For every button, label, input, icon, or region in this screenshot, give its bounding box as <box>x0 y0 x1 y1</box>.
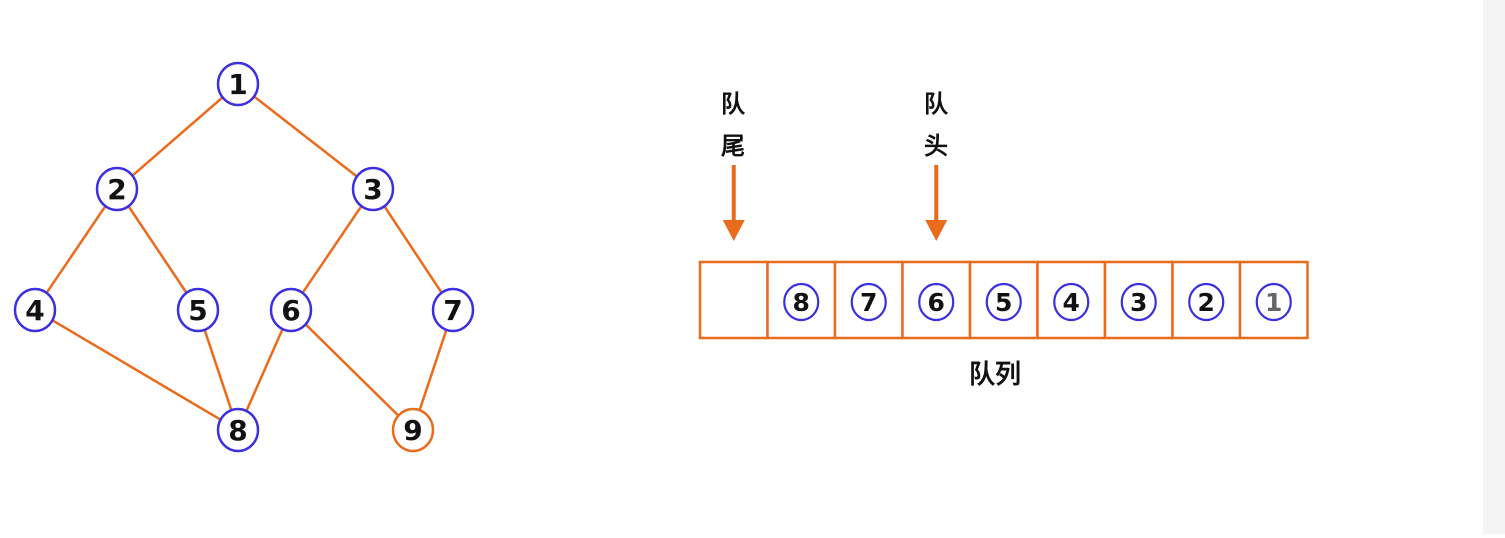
queue-tail-arrow <box>722 165 745 241</box>
edge-6-9 <box>304 323 400 417</box>
queue-head-label-char-1: 队 <box>924 90 949 118</box>
node-5: 5 <box>176 287 220 333</box>
node-2: 2 <box>95 166 139 212</box>
queue-cell-box <box>1238 260 1309 340</box>
queue-cell-box <box>1171 260 1242 340</box>
queue-item-label: 7 <box>860 288 877 317</box>
node-circle <box>176 287 220 333</box>
node-label: 9 <box>403 414 422 447</box>
edge-7-9 <box>418 328 448 412</box>
queue-caption: 队列 <box>969 360 1021 390</box>
node-label: 8 <box>228 414 247 447</box>
queue-item-label: 8 <box>793 288 810 317</box>
node-3: 3 <box>351 166 395 212</box>
queue-item-label: 1 <box>1265 288 1282 317</box>
queue-item-circle <box>1255 282 1292 322</box>
queue-item-label: 6 <box>928 288 945 317</box>
edge-1-3 <box>253 95 358 178</box>
node-4: 4 <box>13 287 57 333</box>
queue-cell: 7 <box>833 260 904 340</box>
node-label: 3 <box>363 173 382 206</box>
node-label: 6 <box>281 294 300 327</box>
queue-head-arrow <box>925 165 948 241</box>
node-circle <box>351 166 395 212</box>
edge-4-8 <box>51 319 222 421</box>
queue-item-circle <box>783 282 820 322</box>
queue-cell-box <box>698 260 769 340</box>
node-label: 7 <box>443 294 462 327</box>
queue-cell: 1 <box>1238 260 1309 340</box>
queue-cell: 8 <box>766 260 837 340</box>
queue-head-label-char-2: 头 <box>924 132 948 160</box>
edge-3-7 <box>382 204 444 295</box>
queue-cell: 6 <box>901 260 972 340</box>
edge-2-5 <box>127 204 188 295</box>
queue-item-circle <box>985 282 1022 322</box>
edge-5-8 <box>203 328 233 412</box>
node-8: 8 <box>216 407 260 453</box>
queue-item-circle <box>1120 282 1157 322</box>
queue-tail-label-char-1: 队 <box>721 90 746 118</box>
queue-item-label: 2 <box>1198 288 1215 317</box>
queue-cell-box <box>833 260 904 340</box>
node-circle <box>13 287 57 333</box>
node-circle <box>391 407 435 453</box>
edge-2-4 <box>45 204 107 295</box>
node-label: 4 <box>25 294 44 327</box>
queue-item-circle <box>918 282 955 322</box>
node-1: 1 <box>216 61 260 107</box>
node-circle <box>431 287 475 333</box>
queue-cell: 5 <box>968 260 1039 340</box>
queue-cell-box <box>901 260 972 340</box>
node-7: 7 <box>431 287 475 333</box>
queue-item-label: 3 <box>1130 288 1147 317</box>
graph-nodes: 1 2 3 4 5 6 7 8 9 <box>13 61 475 453</box>
queue-cell-box <box>1036 260 1107 340</box>
queue-cell: 3 <box>1103 260 1174 340</box>
node-circle <box>95 166 139 212</box>
right-gutter <box>1483 0 1505 534</box>
queue-item-label: 5 <box>995 288 1012 317</box>
queue-item-circle <box>1188 282 1225 322</box>
node-circle <box>269 287 313 333</box>
node-6: 6 <box>269 287 313 333</box>
queue: 队 尾 队 头 8 7 6 5 4 3 2 1 队列 <box>698 90 1309 390</box>
node-label: 2 <box>107 173 126 206</box>
queue-item-circle <box>1053 282 1090 322</box>
queue-cell: 4 <box>1036 260 1107 340</box>
arrow-head <box>925 220 948 241</box>
queue-cell <box>698 260 769 340</box>
queue-cells: 8 7 6 5 4 3 2 1 <box>698 260 1309 340</box>
queue-item-label: 4 <box>1063 288 1080 317</box>
queue-tail-label-char-2: 尾 <box>721 132 745 160</box>
queue-cell: 2 <box>1171 260 1242 340</box>
edge-6-8 <box>244 327 285 413</box>
graph-edges <box>45 95 448 421</box>
node-label: 1 <box>228 68 247 101</box>
node-circle <box>216 61 260 107</box>
node-label: 5 <box>188 294 207 327</box>
arrow-head <box>722 220 745 241</box>
queue-item-circle <box>850 282 887 322</box>
queue-cell-box <box>1103 260 1174 340</box>
edge-3-6 <box>301 204 363 295</box>
node-circle <box>216 407 260 453</box>
node-9: 9 <box>391 407 435 453</box>
queue-pointer-arrows <box>722 165 948 241</box>
edge-1-2 <box>131 96 224 177</box>
